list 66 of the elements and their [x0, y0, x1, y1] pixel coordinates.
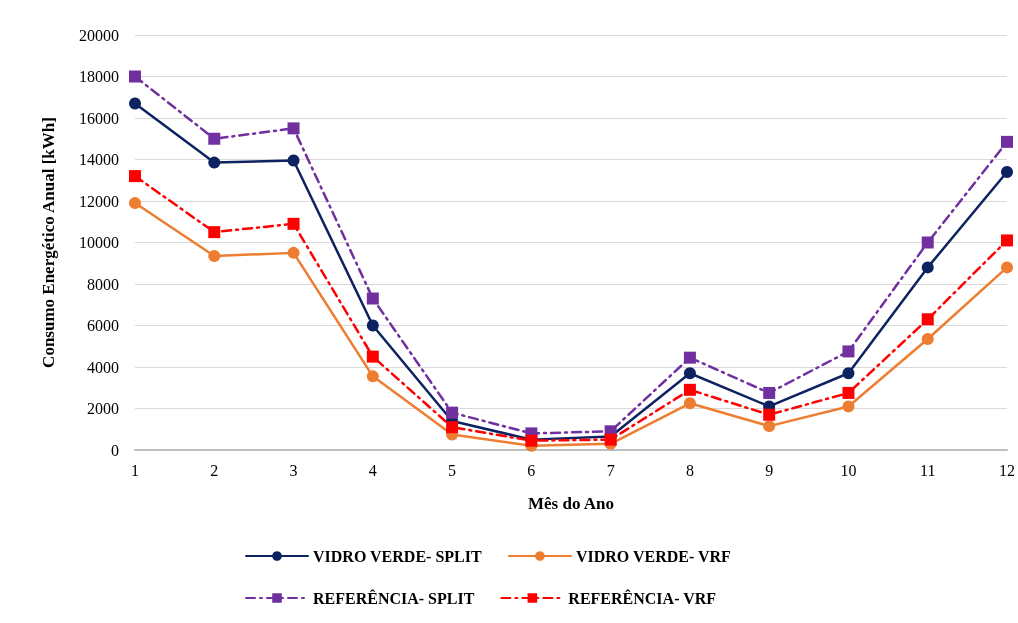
legend-label: REFERÊNCIA- SPLIT	[313, 588, 475, 607]
point	[1001, 135, 1013, 148]
point	[842, 345, 855, 358]
point	[921, 313, 934, 326]
point	[683, 383, 696, 396]
y-tick-label: 14000	[79, 151, 119, 168]
point	[287, 217, 300, 230]
x-tick-label: 12	[999, 461, 1015, 479]
point	[129, 70, 141, 83]
x-tick-label: 5	[448, 461, 457, 479]
point	[208, 249, 221, 262]
point	[842, 386, 855, 399]
point	[287, 122, 300, 135]
y-tick-label: 4000	[87, 358, 119, 376]
point	[366, 319, 379, 332]
legend-label: VIDRO VERDE- SPLIT	[313, 547, 482, 565]
point	[1001, 234, 1013, 247]
y-tick-label: 16000	[79, 109, 119, 127]
point	[366, 350, 379, 363]
x-tick-label: 11	[920, 461, 936, 479]
x-tick-label: 10	[840, 461, 857, 479]
x-tick-label: 4	[368, 461, 377, 479]
point	[366, 292, 379, 305]
point	[1001, 261, 1013, 274]
point	[129, 97, 141, 110]
point	[129, 170, 141, 183]
point	[842, 400, 855, 413]
x-axis-title: Mês do Ano	[528, 494, 614, 513]
y-tick-label: 12000	[79, 192, 119, 210]
point	[921, 261, 934, 274]
point	[683, 351, 696, 364]
point	[921, 236, 934, 249]
legend-label: VIDRO VERDE- VRF	[575, 547, 732, 565]
y-axis-title: Consumo Energético Anual [kWh]	[39, 117, 58, 368]
point	[446, 421, 459, 434]
point	[763, 386, 776, 399]
point	[842, 367, 855, 380]
point	[683, 367, 696, 380]
x-tick-label: 3	[289, 461, 298, 479]
x-tick-label: 2	[210, 461, 219, 479]
y-tick-label: 8000	[87, 275, 119, 293]
point	[287, 246, 300, 259]
y-tick-label: 0	[111, 441, 119, 459]
x-tick-label: 1	[131, 461, 139, 479]
y-tick-label: 2000	[87, 400, 119, 417]
point	[208, 226, 221, 239]
x-tick-label: 6	[527, 461, 536, 479]
point	[129, 197, 141, 210]
y-tick-label: 20000	[79, 26, 119, 44]
point	[921, 332, 934, 345]
y-tick-label: 18000	[79, 68, 119, 85]
point	[446, 406, 459, 419]
y-tick-label: 6000	[87, 317, 119, 334]
point	[287, 154, 300, 167]
point	[683, 397, 696, 410]
legend-label: REFERÊNCIA- VRF	[568, 588, 717, 607]
y-tick-label: 10000	[79, 234, 119, 251]
point	[208, 132, 221, 145]
x-tick-label: 7	[606, 461, 615, 479]
point	[763, 408, 776, 421]
point	[1001, 165, 1013, 178]
x-tick-label: 8	[685, 461, 694, 479]
point	[208, 156, 221, 169]
point	[763, 420, 776, 433]
point	[366, 370, 379, 383]
x-tick-label: 9	[765, 461, 774, 479]
